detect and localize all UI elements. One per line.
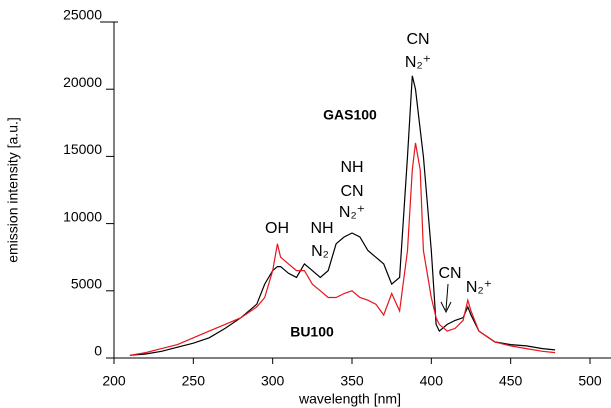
y-tick-label: 25000 xyxy=(63,7,102,23)
series-label: GAS100 xyxy=(323,107,377,123)
annotation: N₂ xyxy=(311,243,329,260)
x-tick-label: 200 xyxy=(102,373,126,389)
arrow-head xyxy=(440,301,452,314)
series-line xyxy=(129,142,556,356)
annotation: N₂⁺ xyxy=(405,54,431,71)
y-axis-label: emission intensity [a.u.] xyxy=(5,117,21,263)
x-tick-label: 500 xyxy=(578,373,602,389)
x-tick-label: 300 xyxy=(261,373,285,389)
x-tick-label: 250 xyxy=(182,373,206,389)
y-tick-label: 15000 xyxy=(63,141,102,157)
x-tick-label: 350 xyxy=(340,373,364,389)
annotation: CN xyxy=(340,183,363,200)
x-axis-label: wavelength [nm] xyxy=(298,391,401,407)
arrow xyxy=(445,283,449,311)
annotation: CN xyxy=(438,265,461,282)
annotation: OH xyxy=(265,220,289,237)
annotation: CN xyxy=(406,31,429,48)
annotation: NH xyxy=(340,159,363,176)
series-label: BU100 xyxy=(290,324,334,340)
y-tick-label: 0 xyxy=(94,343,102,359)
annotation: N₂⁺ xyxy=(339,204,365,221)
y-tick-label: 20000 xyxy=(63,74,102,90)
annotation: N₂⁺ xyxy=(466,279,492,296)
x-tick-label: 400 xyxy=(420,373,444,389)
y-tick-label: 5000 xyxy=(71,276,102,292)
y-tick-label: 10000 xyxy=(63,208,102,224)
x-tick-label: 450 xyxy=(499,373,523,389)
annotation: NH xyxy=(310,220,333,237)
